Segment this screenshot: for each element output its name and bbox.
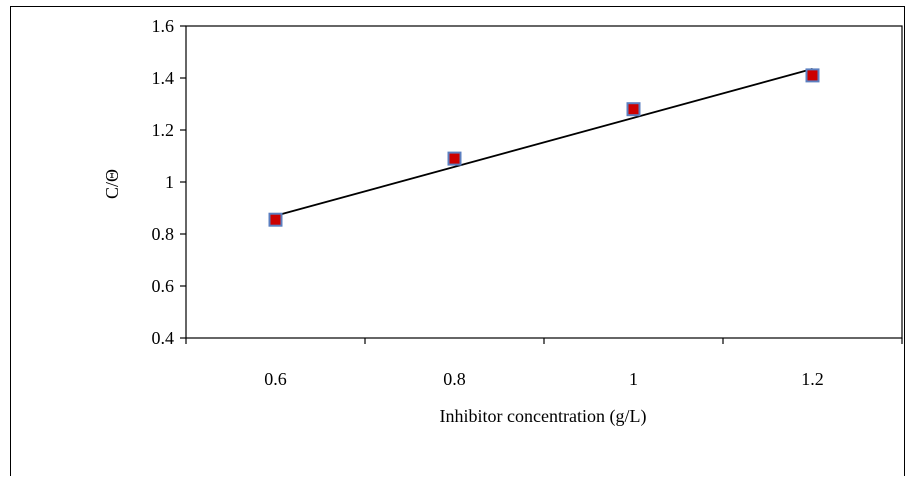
plot-area-border bbox=[185, 25, 903, 339]
x-tick-label: 0.6 bbox=[264, 369, 287, 389]
y-tick-label: 1.4 bbox=[152, 68, 175, 88]
x-tick-label: 1 bbox=[629, 369, 638, 389]
data-point bbox=[626, 102, 641, 117]
y-tick-label: 0.8 bbox=[152, 224, 175, 244]
trendline-group bbox=[275, 68, 813, 217]
chart-frame bbox=[10, 6, 905, 476]
x-axis-ticks: 0.6 0.8 1 1.2 bbox=[185, 338, 903, 389]
x-tick-label: 1.2 bbox=[801, 369, 824, 389]
y-tick-label: 0.6 bbox=[152, 276, 175, 296]
y-tick-label: 0.4 bbox=[152, 328, 175, 348]
y-tick-label: 1 bbox=[165, 172, 174, 192]
trendline bbox=[275, 68, 813, 217]
data-point bbox=[805, 68, 820, 83]
axes bbox=[185, 25, 903, 339]
x-axis-label: Inhibitor concentration (g/L) bbox=[440, 406, 647, 427]
y-tick-label: 1.6 bbox=[152, 16, 175, 36]
y-axis-ticks: 0.4 0.6 0.8 1 1.2 1.4 1.6 bbox=[152, 16, 186, 348]
data-point bbox=[447, 151, 462, 166]
data-point bbox=[268, 212, 283, 227]
y-tick-label: 1.2 bbox=[152, 120, 175, 140]
y-axis-label: C/Θ bbox=[102, 169, 122, 199]
data-points bbox=[268, 68, 820, 227]
x-tick-label: 0.8 bbox=[443, 369, 466, 389]
